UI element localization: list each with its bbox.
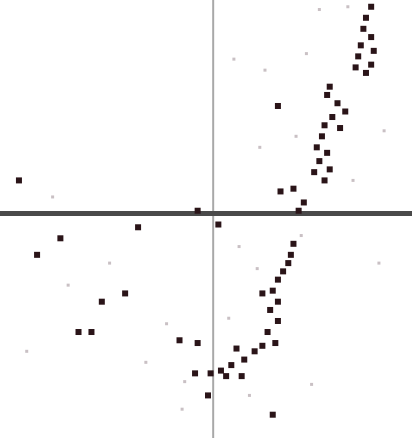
faint-data-point xyxy=(66,283,70,287)
data-point xyxy=(269,411,276,418)
data-point xyxy=(251,348,258,355)
data-point xyxy=(368,34,375,41)
data-point xyxy=(318,133,325,140)
data-point xyxy=(274,102,281,109)
data-point xyxy=(352,64,359,71)
data-point xyxy=(238,373,245,380)
faint-data-point xyxy=(255,267,259,271)
data-point xyxy=(357,42,364,49)
data-point xyxy=(277,188,284,195)
faint-points-layer xyxy=(25,5,386,411)
data-point xyxy=(88,329,95,336)
data-point xyxy=(259,342,266,349)
data-point xyxy=(269,287,276,294)
data-point xyxy=(207,370,214,377)
data-point xyxy=(368,61,375,68)
data-point xyxy=(122,290,129,297)
data-point xyxy=(326,166,333,173)
faint-data-point xyxy=(232,57,236,61)
data-point xyxy=(362,14,369,21)
faint-data-point xyxy=(108,261,112,265)
faint-data-point xyxy=(310,382,314,386)
faint-data-point xyxy=(165,322,169,326)
data-point xyxy=(290,185,297,192)
data-point xyxy=(321,122,328,129)
data-point xyxy=(75,329,82,336)
faint-data-point xyxy=(51,195,55,199)
data-point xyxy=(326,83,333,90)
data-point xyxy=(205,392,211,399)
data-point xyxy=(215,221,222,228)
data-point xyxy=(287,251,294,258)
data-point xyxy=(285,260,292,267)
data-point xyxy=(217,367,224,374)
data-point xyxy=(264,329,271,336)
faint-data-point xyxy=(382,129,386,133)
data-point xyxy=(34,251,41,258)
data-point xyxy=(337,125,344,132)
data-point xyxy=(274,298,281,305)
data-point xyxy=(355,53,362,60)
data-point xyxy=(342,108,349,115)
faint-data-point xyxy=(180,407,184,411)
data-point xyxy=(274,276,281,283)
data-point xyxy=(228,362,235,369)
data-point xyxy=(194,207,201,214)
data-point xyxy=(295,207,302,214)
data-point xyxy=(368,3,375,10)
data-point xyxy=(300,199,307,206)
data-point xyxy=(360,25,367,32)
faint-data-point xyxy=(294,134,298,138)
data-point xyxy=(311,169,318,176)
data-point xyxy=(321,177,328,184)
data-point xyxy=(233,345,240,352)
data-point xyxy=(223,373,230,380)
data-point xyxy=(324,91,331,98)
faint-data-point xyxy=(183,380,187,384)
data-point xyxy=(135,224,142,231)
data-point xyxy=(57,235,64,242)
data-point xyxy=(98,298,105,305)
data-point xyxy=(274,317,281,324)
faint-data-point xyxy=(299,234,303,238)
data-point xyxy=(280,268,287,275)
data-point xyxy=(324,149,331,156)
data-point xyxy=(176,337,183,344)
data-point xyxy=(272,340,279,347)
data-point xyxy=(15,177,22,184)
data-point xyxy=(241,356,248,363)
faint-data-point xyxy=(25,349,29,353)
faint-data-point xyxy=(144,360,148,364)
faint-data-point xyxy=(258,145,262,149)
faint-data-point xyxy=(247,393,251,397)
faint-data-point xyxy=(377,261,381,265)
data-points-layer xyxy=(15,3,377,418)
faint-data-point xyxy=(317,8,321,12)
faint-data-point xyxy=(263,68,267,72)
data-point xyxy=(362,69,369,76)
data-point xyxy=(192,370,199,377)
data-point xyxy=(313,144,320,151)
data-point xyxy=(316,158,323,165)
faint-data-point xyxy=(351,178,355,182)
data-point xyxy=(194,340,201,347)
faint-data-point xyxy=(227,316,231,320)
data-point xyxy=(334,100,341,107)
faint-data-point xyxy=(304,52,308,56)
faint-data-point xyxy=(346,5,350,9)
faint-data-point xyxy=(237,245,241,249)
data-point xyxy=(370,47,377,54)
data-point xyxy=(329,114,336,121)
data-point xyxy=(259,290,266,297)
data-point xyxy=(290,240,297,247)
data-point xyxy=(267,306,274,313)
